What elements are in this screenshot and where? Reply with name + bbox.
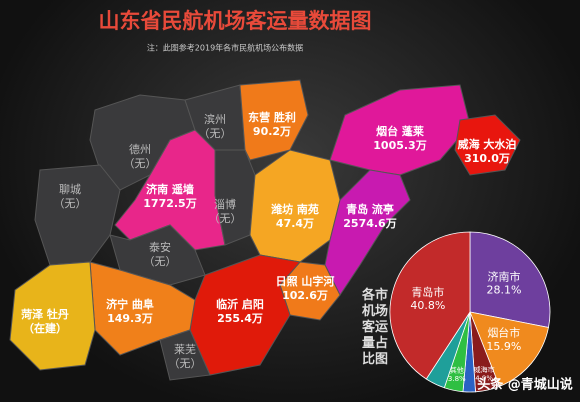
pie-value-label: 4.9% (475, 375, 493, 383)
pie-value-label: 40.8% (410, 299, 445, 312)
pie-label: 威海市 (474, 365, 495, 374)
pie-label: 青岛市 (411, 285, 444, 299)
title: 山东省民航机场客运量数据图 (99, 9, 372, 33)
region-label: 聊城 (59, 182, 81, 196)
pie-label: 济南市 (487, 269, 520, 283)
pie-title: 各市机场客运量占比图 (362, 288, 389, 367)
region-label: （无） (169, 357, 202, 370)
watermark: 头条 @青城山说 (477, 377, 573, 393)
region-label: 90.2万 (253, 125, 291, 138)
region-label: 济宁 曲阜 (106, 297, 154, 311)
region-label: 1005.3万 (373, 139, 426, 152)
pie-slice (389, 231, 471, 380)
pie-label: 烟台市 (487, 326, 520, 340)
region (114, 129, 226, 251)
note: 注：此图参考2019年各市民航机场公布数据 (147, 43, 303, 53)
pie-value-label: 28.1% (487, 284, 522, 297)
region-label: 临沂 启阳 (216, 297, 264, 311)
region-label: 潍坊 南苑 (271, 202, 319, 216)
region-label: 威海 大水泊 (458, 137, 517, 151)
region-label: 滨州 (204, 112, 226, 126)
pie-value-label: 15.9% (486, 340, 521, 353)
region-label: 1772.5万 (143, 197, 196, 210)
pie-value-label: 3.8% (448, 375, 466, 383)
region-label: 泰安 (149, 240, 171, 254)
region-label: 149.3万 (107, 312, 153, 325)
region-label: 47.4万 (276, 217, 314, 230)
region-label: 102.6万 (282, 289, 328, 302)
region-label: 255.4万 (217, 312, 263, 325)
region-label: 2574.6万 (343, 217, 396, 230)
regions (9, 79, 521, 381)
region-label: 青岛 流亭 (346, 202, 394, 216)
region-label: 日照 山字河 (276, 274, 335, 288)
region-label: 莱芜 (174, 342, 196, 356)
region (9, 261, 96, 371)
region (454, 114, 521, 176)
region (159, 329, 211, 381)
region-label: 东营 胜利 (248, 110, 296, 124)
region (324, 169, 411, 296)
pie-label: 其他 (450, 365, 464, 374)
region-label: （无） (124, 157, 157, 170)
pie-slice (469, 311, 549, 387)
region-label: （无） (199, 127, 232, 140)
region-label: 烟台 蓬莱 (376, 124, 424, 138)
region-label: 310.0万 (464, 152, 510, 165)
region (34, 164, 121, 266)
region-label: 淄博 (214, 198, 236, 211)
region-label: 菏泽 牡丹 (21, 307, 69, 321)
region-label: （在建） (23, 321, 67, 335)
pie-slice (469, 231, 551, 328)
region-label: 济南 遥墙 (146, 182, 194, 196)
region-label: 德州 (129, 142, 151, 156)
region-label: （无） (209, 212, 242, 225)
region-label: （无） (54, 197, 87, 210)
region-label: （无） (144, 255, 177, 268)
